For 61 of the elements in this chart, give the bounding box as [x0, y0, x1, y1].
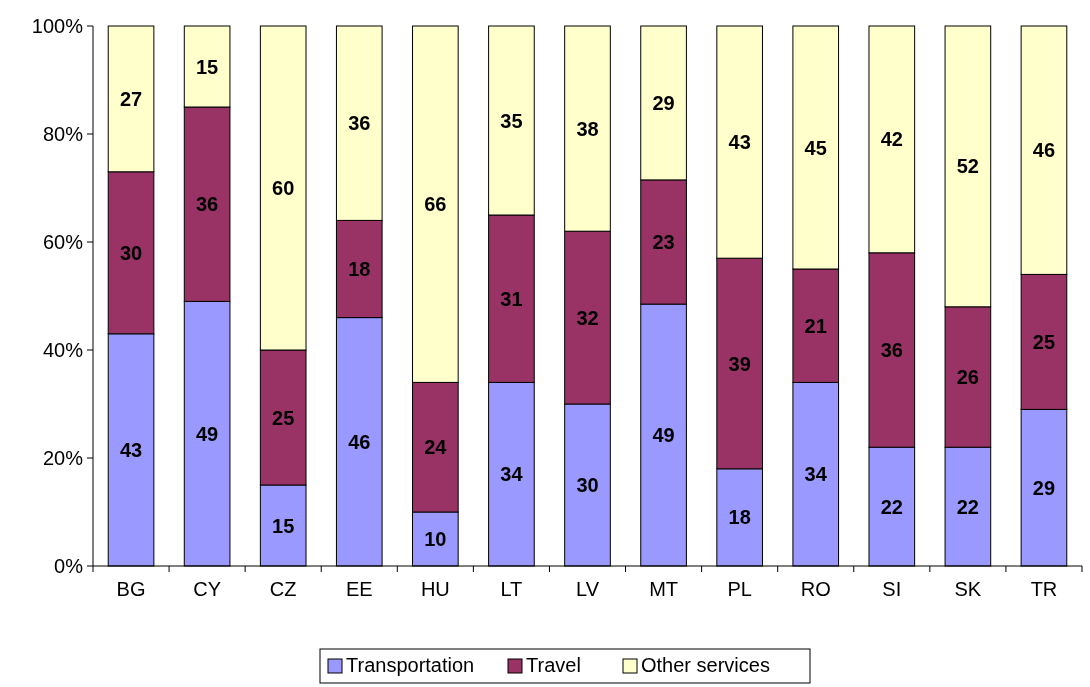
data-label: 49	[195, 422, 219, 445]
data-label: 29	[1032, 476, 1056, 499]
y-tick-label: 20%	[42, 447, 84, 469]
data-label: 22	[880, 495, 903, 518]
data-label: 38	[576, 117, 599, 140]
data-label: 10	[424, 528, 447, 550]
legend-label: Other services	[641, 654, 770, 676]
data-label: 34	[804, 463, 828, 486]
data-label: 36	[880, 339, 903, 361]
legend-label: Transportation	[346, 654, 475, 676]
x-tick-label: MT	[649, 578, 679, 600]
y-tick-label: 80%	[42, 123, 84, 145]
data-label: 39	[728, 352, 751, 375]
data-label: 26	[956, 366, 980, 388]
data-label: 25	[272, 406, 295, 429]
y-tick-label: 0%	[54, 555, 84, 577]
x-tick-label: SI	[882, 578, 902, 600]
data-label: 25	[1032, 330, 1056, 353]
x-tick-label: BG	[116, 578, 146, 600]
data-label: 21	[804, 314, 827, 337]
data-label: 43	[119, 438, 143, 461]
data-label: 36	[348, 112, 371, 135]
data-label: 66	[424, 193, 447, 216]
data-label: 30	[576, 474, 599, 496]
y-tick-label: 100%	[31, 15, 84, 37]
data-label: 29	[652, 91, 675, 114]
data-label: 23	[652, 231, 675, 253]
data-label: 24	[424, 436, 448, 459]
data-label: 52	[956, 155, 980, 178]
data-label: 27	[119, 87, 143, 110]
x-tick-label: LT	[500, 578, 523, 600]
data-label: 15	[195, 55, 219, 78]
y-tick-label: 40%	[42, 339, 84, 361]
data-label: 18	[728, 506, 751, 529]
data-label: 36	[195, 193, 219, 216]
x-tick-label: SK	[954, 578, 982, 600]
data-label: 34	[500, 463, 524, 486]
data-label: 49	[652, 424, 675, 447]
x-tick-label: CY	[193, 578, 222, 600]
x-tick-label: PL	[727, 578, 752, 600]
data-label: 43	[728, 131, 751, 154]
y-tick-label: 60%	[42, 231, 84, 253]
data-label: 32	[576, 306, 599, 329]
data-label: 45	[804, 136, 827, 159]
data-label: 22	[956, 495, 980, 518]
x-tick-label: CZ	[269, 578, 297, 600]
data-label: 60	[272, 177, 295, 199]
data-label: 30	[119, 241, 143, 264]
x-tick-label: EE	[345, 578, 373, 600]
data-label: 46	[1032, 139, 1056, 162]
data-label: 42	[880, 128, 903, 151]
data-label: 46	[348, 430, 371, 453]
data-label: 31	[500, 287, 523, 310]
data-label: 35	[500, 109, 523, 132]
data-label: 18	[348, 258, 371, 280]
x-tick-label: LV	[576, 578, 600, 600]
x-tick-label: HU	[420, 578, 450, 600]
x-tick-label: RO	[800, 578, 831, 600]
x-tick-label: TR	[1030, 578, 1058, 600]
legend-label: Travel	[526, 654, 581, 676]
data-label: 15	[272, 514, 295, 537]
